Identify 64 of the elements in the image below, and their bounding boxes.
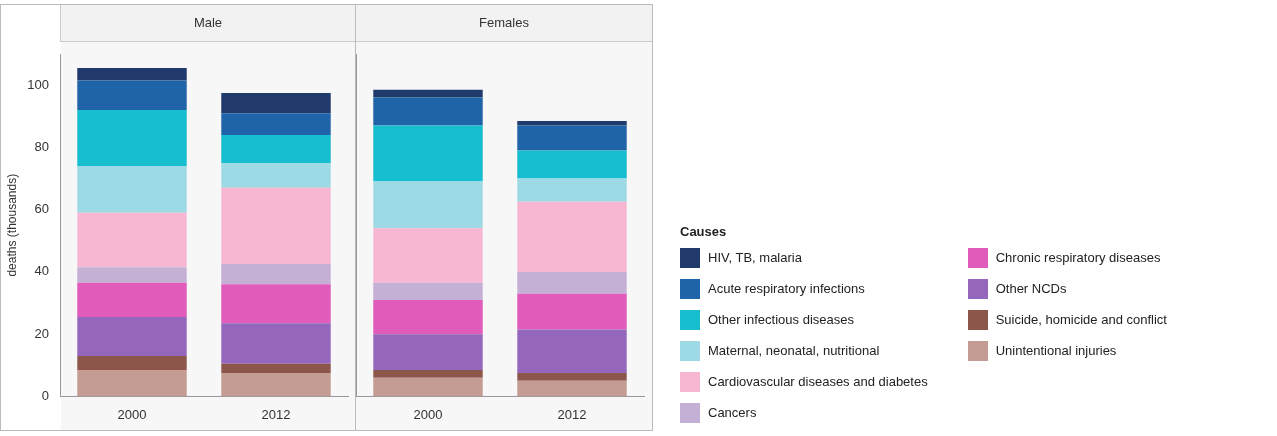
legend-label: HIV, TB, malaria bbox=[708, 250, 802, 265]
bar bbox=[77, 282, 187, 318]
bar bbox=[517, 271, 627, 294]
legend-label: Other NCDs bbox=[995, 281, 1067, 296]
legend-label: Acute respiratory infections bbox=[708, 281, 865, 296]
bar bbox=[373, 89, 483, 98]
bar bbox=[77, 317, 187, 356]
x-tick-label: 2000 bbox=[117, 406, 147, 422]
bar bbox=[77, 166, 187, 213]
bar bbox=[221, 373, 331, 397]
x-tick-label: 2012 bbox=[261, 406, 291, 422]
bar bbox=[221, 187, 331, 265]
bar bbox=[77, 267, 187, 283]
bar bbox=[77, 369, 187, 397]
y-axis-title: deaths (thousands) bbox=[4, 173, 19, 277]
bar bbox=[517, 201, 627, 272]
bar bbox=[517, 125, 627, 151]
legend-label: Chronic respiratory diseases bbox=[995, 250, 1161, 265]
chart-title: Females bbox=[356, 5, 652, 42]
y-tick-label: 80 bbox=[34, 138, 49, 154]
bar bbox=[373, 181, 483, 229]
legend-label: Unintentional injuries bbox=[995, 343, 1117, 358]
legend-label: Suicide, homicide and conflict bbox=[995, 312, 1167, 327]
bar bbox=[221, 363, 331, 374]
bar bbox=[373, 299, 483, 335]
legend-label: Maternal, neonatal, nutritional bbox=[708, 343, 880, 358]
bar bbox=[373, 125, 483, 182]
bar bbox=[517, 150, 627, 179]
bar bbox=[517, 373, 627, 381]
bar bbox=[221, 284, 331, 324]
bar bbox=[221, 92, 331, 114]
bar bbox=[221, 323, 331, 364]
bar bbox=[517, 293, 627, 330]
bar bbox=[77, 68, 187, 81]
x-tick-label: 2000 bbox=[413, 406, 443, 422]
legend-label: Cancers bbox=[708, 405, 757, 420]
bar bbox=[221, 264, 331, 285]
bar bbox=[221, 162, 331, 188]
y-tick-label: 40 bbox=[34, 263, 49, 279]
y-tick-label: 100 bbox=[27, 76, 49, 92]
bar bbox=[373, 334, 483, 370]
bar bbox=[221, 134, 331, 163]
bar bbox=[517, 178, 627, 202]
bar bbox=[373, 282, 483, 300]
y-tick-label: 20 bbox=[34, 325, 49, 341]
legend-title: Causes bbox=[680, 224, 728, 239]
chart-title: Male bbox=[60, 5, 355, 42]
bar bbox=[517, 329, 627, 374]
bar bbox=[77, 110, 187, 167]
x-tick-label: 2012 bbox=[557, 406, 587, 422]
legend-label: Other infectious diseases bbox=[708, 312, 854, 327]
bar bbox=[77, 80, 187, 111]
y-tick-label: 60 bbox=[34, 201, 49, 217]
bar bbox=[517, 120, 627, 126]
y-tick-label: 0 bbox=[41, 387, 49, 403]
bar bbox=[373, 369, 483, 378]
legend-label: Cardiovascular diseases and diabetes bbox=[708, 374, 928, 389]
bar bbox=[77, 212, 187, 268]
bar bbox=[373, 377, 483, 397]
bar bbox=[517, 380, 627, 397]
bar bbox=[373, 97, 483, 126]
bar bbox=[77, 355, 187, 370]
bar bbox=[221, 113, 331, 135]
bar bbox=[373, 228, 483, 283]
